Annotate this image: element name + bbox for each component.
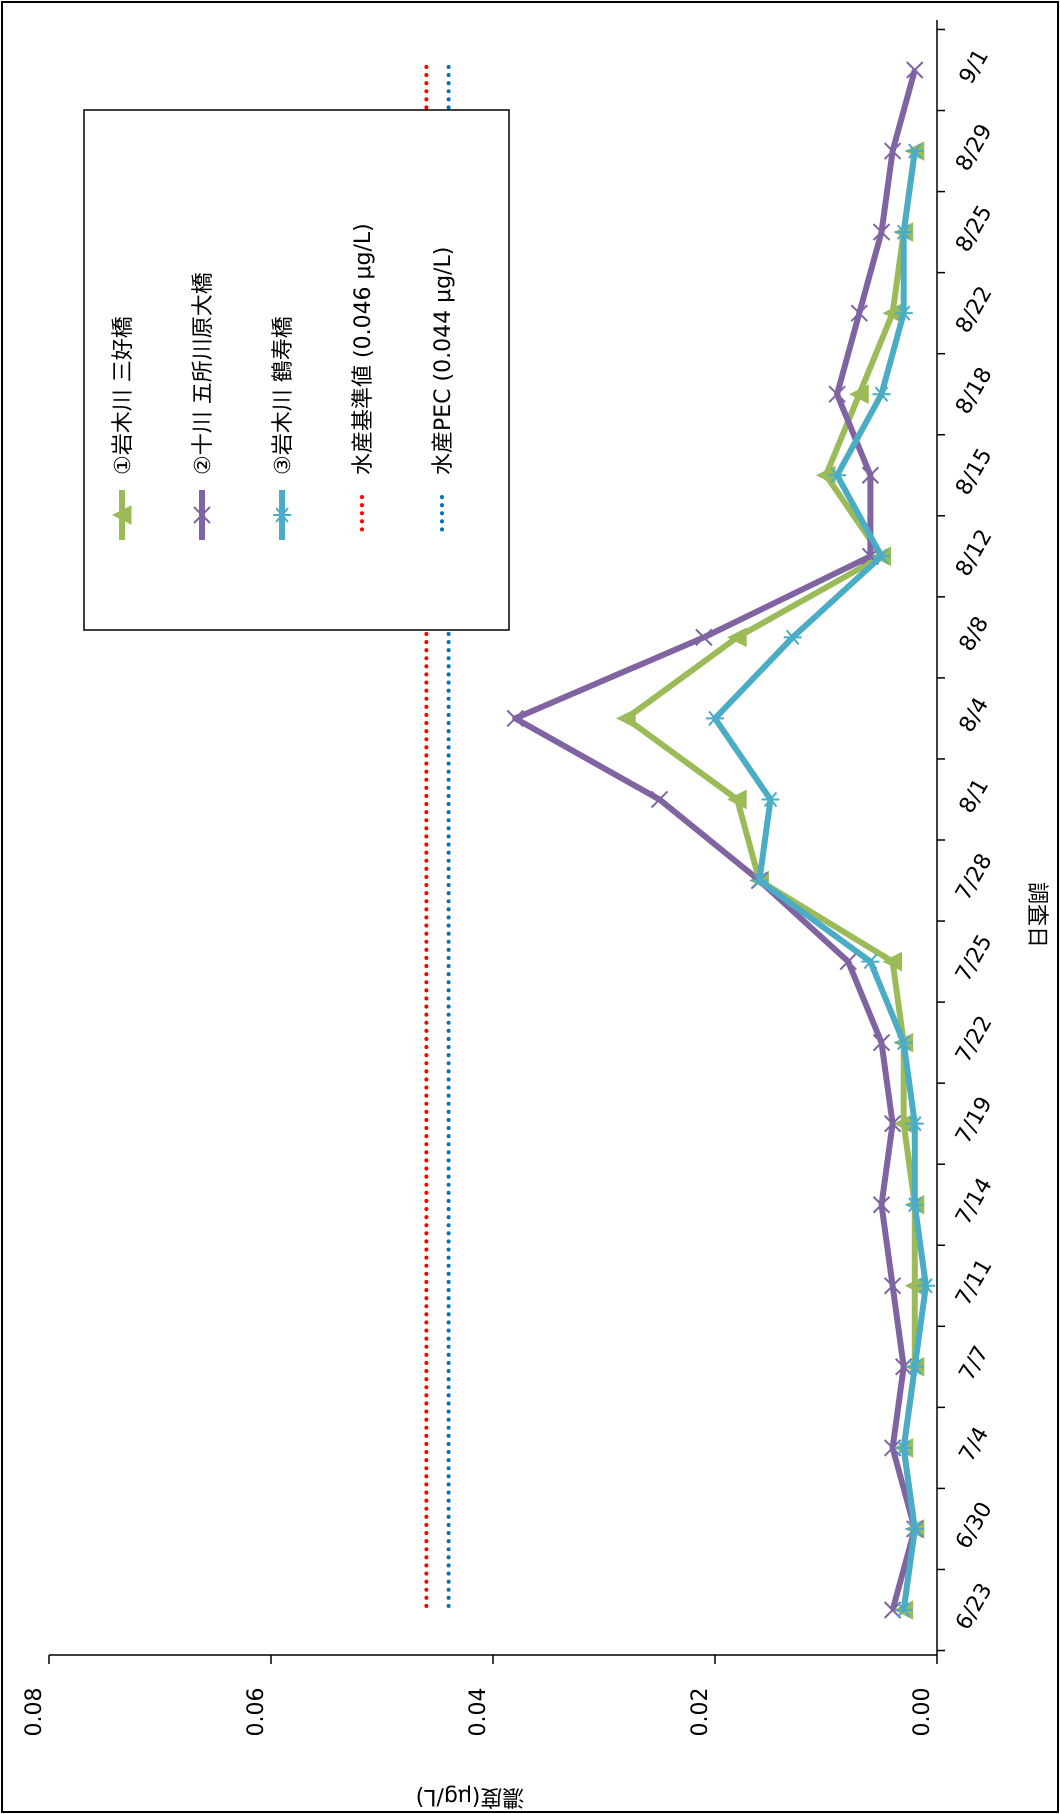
data-point — [695, 628, 713, 647]
data-point — [905, 143, 924, 159]
data-point — [882, 951, 903, 972]
x-axis-title: 調査日 — [1024, 882, 1049, 948]
data-point — [894, 1034, 913, 1051]
legend-label: ②十川 五所川原大橋 — [191, 272, 216, 475]
y-axis-title: 濃度(μg/L) — [416, 1784, 525, 1809]
data-point — [905, 1359, 924, 1375]
data-point — [650, 790, 669, 809]
data-point — [883, 1277, 902, 1295]
data-point — [861, 953, 880, 970]
data-point — [616, 708, 636, 729]
legend-label: 水産基準値 (0.046 μg/L) — [351, 223, 376, 475]
data-point — [861, 466, 880, 484]
series-layer — [506, 61, 935, 1620]
data-point — [828, 467, 847, 483]
series-line — [512, 69, 918, 1611]
legend-item: ③岩木川 鶴寿橋 — [271, 316, 296, 540]
data-point — [905, 1116, 924, 1132]
data-point — [761, 791, 780, 808]
value-tick-label: 0.00 — [910, 1688, 935, 1737]
data-point — [273, 507, 291, 523]
data-point — [894, 1602, 913, 1618]
data-point — [872, 223, 891, 241]
data-point — [839, 952, 857, 971]
data-point — [783, 629, 802, 646]
data-point — [706, 710, 724, 727]
value-tick-label: 0.02 — [688, 1688, 713, 1737]
legend-label: 水産PEC (0.044 μg/L) — [431, 247, 456, 475]
legend-item: ②十川 五所川原大橋 — [191, 272, 216, 540]
data-point — [894, 305, 913, 321]
data-point — [727, 789, 747, 810]
data-point — [828, 385, 846, 403]
legend: ①岩木川 三好橋 ②十川 五所川原大橋 ③岩木川 鶴寿橋 水産基準値 (0.046 μ… — [83, 109, 510, 631]
series — [706, 143, 935, 1618]
data-point — [727, 627, 747, 648]
data-point — [905, 1197, 924, 1213]
legend-label: ①岩木川 三好橋 — [111, 316, 136, 475]
reference-lines — [424, 64, 451, 1608]
data-point — [872, 1196, 891, 1214]
value-tick-label: 0.04 — [466, 1688, 491, 1737]
data-point — [193, 506, 211, 524]
data-point — [916, 1278, 935, 1294]
data-point — [111, 505, 132, 525]
legend-label: ③岩木川 鶴寿橋 — [271, 316, 296, 475]
legend-item: 水産基準値 (0.046 μg/L) — [351, 223, 376, 539]
legend-box — [83, 109, 510, 631]
axes — [48, 20, 945, 1664]
data-point — [750, 872, 769, 889]
data-point — [883, 1114, 902, 1133]
data-point — [849, 384, 869, 405]
legend-item: 水産PEC (0.044 μg/L) — [431, 247, 456, 539]
legend-item: ①岩木川 三好橋 — [111, 316, 136, 540]
data-point — [905, 1521, 924, 1537]
data-point — [906, 61, 924, 79]
y-tick-labels: 0.00 0.02 0.04 0.06 0.08 — [22, 1688, 935, 1737]
data-point — [894, 224, 913, 240]
series — [506, 61, 924, 1619]
data-point — [850, 304, 869, 322]
data-point — [883, 142, 902, 160]
data-point — [872, 1033, 891, 1052]
data-point — [872, 386, 891, 402]
data-point — [894, 1440, 913, 1456]
data-point — [872, 548, 891, 564]
value-tick-label: 0.06 — [244, 1688, 269, 1737]
data-point — [506, 709, 524, 728]
value-tick-label: 0.08 — [22, 1688, 47, 1737]
